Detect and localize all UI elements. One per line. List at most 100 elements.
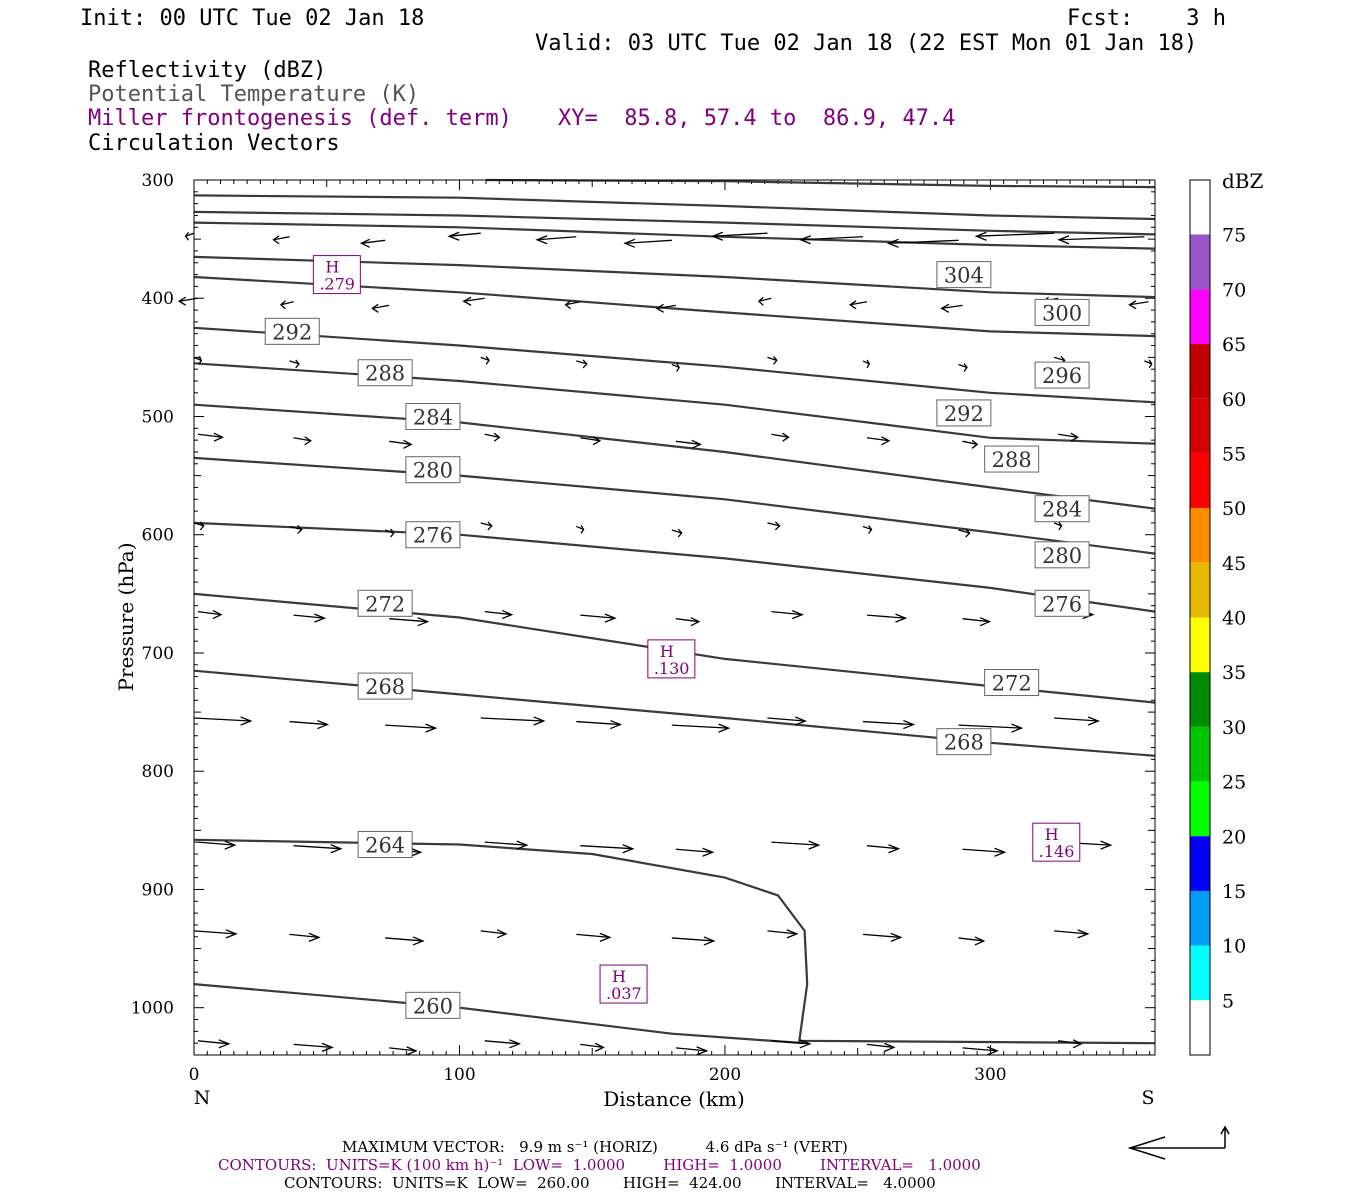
max-value: .279 xyxy=(319,275,355,294)
vector-head xyxy=(888,844,901,854)
vector-shaft xyxy=(484,1040,520,1045)
circulation-vector xyxy=(197,432,225,442)
colorbar-level-label: 50 xyxy=(1222,498,1246,520)
vector-shaft xyxy=(675,440,701,445)
contour-label-288: 288 xyxy=(357,359,413,387)
vector-shaft xyxy=(197,841,235,846)
vector-head xyxy=(272,235,280,245)
circulation-vector xyxy=(484,840,529,850)
vector-head xyxy=(690,617,701,627)
circulation-vector xyxy=(886,238,959,248)
vector-head xyxy=(1058,521,1063,531)
contour-label-280: 280 xyxy=(405,456,461,484)
vector-head xyxy=(212,610,223,620)
theta-contour-upper xyxy=(193,194,1156,221)
vector-shaft xyxy=(293,614,325,619)
theta-contour-labels: 304 300 296 292 292 288 288 284 284 280 280 276 276 2… xyxy=(264,261,1090,1019)
vector-shaft xyxy=(193,717,251,722)
circulation-vector xyxy=(671,528,683,538)
contour-label-272: 272 xyxy=(357,589,413,617)
vector-head xyxy=(308,932,321,942)
vector-shaft xyxy=(771,1040,810,1045)
circulation-vector xyxy=(480,716,546,726)
vector-head xyxy=(487,521,493,531)
vector-shaft xyxy=(449,232,481,237)
vector-shaft xyxy=(1058,433,1078,438)
circulation-vector xyxy=(767,716,807,726)
footer-contours-theta: CONTOURS: UNITS=K LOW= 260.00 HIGH= 424.… xyxy=(284,1174,936,1192)
theta-contour-288 xyxy=(193,362,1156,445)
theta-contour-upper xyxy=(193,210,1156,236)
contour-label-264: 264 xyxy=(357,831,413,859)
contour-label-300: 300 xyxy=(1034,298,1090,326)
contour-label-box xyxy=(1034,589,1090,617)
colorbar-cell xyxy=(1190,562,1210,618)
vector-shaft xyxy=(624,239,672,244)
vector-head xyxy=(1128,300,1137,310)
vector-shaft xyxy=(941,304,963,309)
theta-contour-260 xyxy=(193,983,805,1045)
vector-head xyxy=(213,432,225,442)
vector-head xyxy=(963,363,968,372)
circulation-vector xyxy=(767,929,799,939)
contour-label-text: 272 xyxy=(992,672,1032,696)
vector-head xyxy=(417,617,430,627)
contour-label-box xyxy=(1034,298,1090,326)
contour-label-text: 260 xyxy=(413,994,453,1018)
x-tick-label: 300 xyxy=(974,1065,1006,1085)
contour-label-box xyxy=(405,521,461,549)
contour-label-292: 292 xyxy=(264,317,320,345)
max-value: .037 xyxy=(606,984,642,1003)
vector-head xyxy=(1072,1039,1083,1049)
colorbar-level-label: 30 xyxy=(1222,717,1246,739)
init-time: Init: 00 UTC Tue 02 Jan 18 xyxy=(80,6,425,31)
contour-label-text: 292 xyxy=(272,320,312,344)
circulation-vector xyxy=(580,436,602,446)
vector-shaft xyxy=(767,930,797,935)
vector-shaft xyxy=(888,239,959,244)
circulation-vector xyxy=(962,847,1007,857)
colorbar-cell xyxy=(1190,289,1210,345)
circulation-vector xyxy=(193,929,238,939)
circulation-vector xyxy=(958,723,1024,733)
circulation-vector xyxy=(480,355,490,365)
contour-label-272: 272 xyxy=(984,669,1040,697)
vector-shaft xyxy=(385,724,436,729)
vector-shaft xyxy=(576,360,587,365)
y-tick-label: 700 xyxy=(142,644,174,664)
legend-reflectivity: Reflectivity (dBZ) xyxy=(88,58,327,83)
colorbar-level-label: 65 xyxy=(1222,334,1246,356)
x-tick-label: 100 xyxy=(443,1065,475,1085)
max-box xyxy=(647,639,696,679)
vector-shaft xyxy=(197,433,223,438)
vector-head xyxy=(533,716,546,726)
colorbar-cell xyxy=(1190,617,1210,673)
circulation-vector xyxy=(371,303,390,313)
circulation-vector xyxy=(272,235,290,245)
vector-head xyxy=(225,929,238,939)
circulation-vector xyxy=(862,359,871,369)
colorbar-cell xyxy=(1190,508,1210,563)
contour-label-box xyxy=(936,399,992,427)
circulation-vector xyxy=(359,238,386,248)
vector-shaft xyxy=(962,848,1005,853)
circulation-vector xyxy=(675,617,701,627)
vector-head xyxy=(410,847,423,857)
vector-shaft xyxy=(197,610,222,616)
theta-contour-280 xyxy=(193,456,1156,555)
vector-head xyxy=(406,1046,418,1056)
vector-head xyxy=(496,929,508,939)
x-axis-title: Distance (km) xyxy=(603,1087,745,1111)
vector-shaft xyxy=(576,933,610,939)
vector-head xyxy=(890,932,903,942)
circulation-vector xyxy=(1144,359,1153,369)
frontogenesis-max-.279: H.279 xyxy=(312,255,361,295)
vector-shaft xyxy=(484,610,512,616)
vector-shaft xyxy=(1058,236,1145,241)
axis-ticks xyxy=(193,179,1155,1056)
contour-label-268: 268 xyxy=(936,728,992,756)
vector-shaft xyxy=(197,1040,229,1045)
colorbar-cell xyxy=(1190,836,1210,891)
contour-label-box xyxy=(357,831,413,859)
circulation-vector xyxy=(484,432,501,442)
